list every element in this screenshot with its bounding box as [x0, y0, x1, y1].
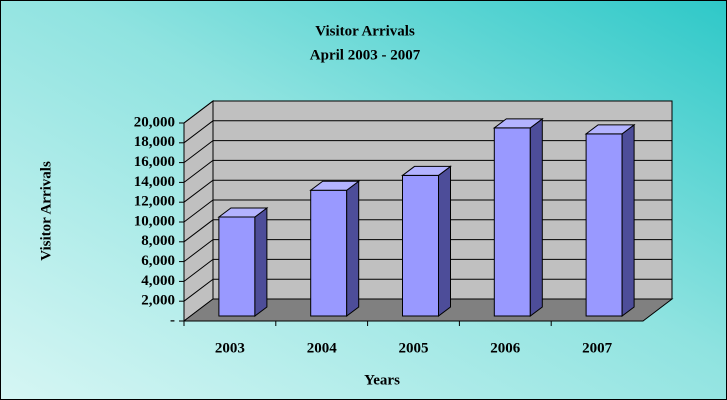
x-tick-label: 2007 [582, 340, 613, 356]
bar [217, 207, 269, 317]
y-tick-label: 20,000 [134, 114, 175, 130]
y-tick-label: 8,000 [141, 233, 175, 249]
bar [492, 117, 544, 317]
y-tick-label: 10,000 [134, 213, 175, 229]
bar-side [621, 123, 635, 317]
x-axis-label: Years [364, 372, 400, 388]
y-tick-label: 16,000 [134, 154, 175, 170]
grid-line [183, 100, 672, 124]
y-tick-label: 12,000 [134, 194, 175, 210]
x-tick-label: 2006 [490, 340, 521, 356]
bar-top [401, 165, 452, 176]
y-tick-label: 2,000 [141, 293, 175, 309]
bar-front [493, 127, 531, 317]
bar-side [438, 165, 451, 317]
y-tick-label: 14,000 [134, 174, 175, 190]
bar-side [254, 207, 268, 317]
y-tick-label: 4,000 [141, 273, 175, 289]
bar [584, 123, 636, 317]
y-tick-label: - [170, 312, 175, 328]
y-tick-label: 18,000 [134, 134, 175, 150]
bar-front [310, 189, 348, 317]
bar [401, 165, 452, 317]
bar-front [585, 133, 623, 317]
bar-top [492, 118, 544, 129]
bar-front [218, 216, 256, 317]
x-tick-label: 2004 [307, 340, 338, 356]
x-tick-label: 2003 [215, 340, 245, 356]
bar-side [346, 180, 360, 317]
bar-side [529, 117, 543, 317]
bar-top [309, 180, 361, 191]
bar [309, 180, 361, 317]
chart-subtitle: April 2003 - 2007 [310, 47, 421, 63]
y-axis-label: Visitor Arrivals [38, 161, 54, 261]
bar-top [584, 124, 636, 135]
x-tick-label: 2005 [399, 340, 429, 356]
bar-front [402, 174, 439, 317]
y-tick-label: 6,000 [141, 253, 175, 269]
chart-title: Visitor Arrivals [315, 23, 415, 39]
bar-top [217, 207, 269, 218]
